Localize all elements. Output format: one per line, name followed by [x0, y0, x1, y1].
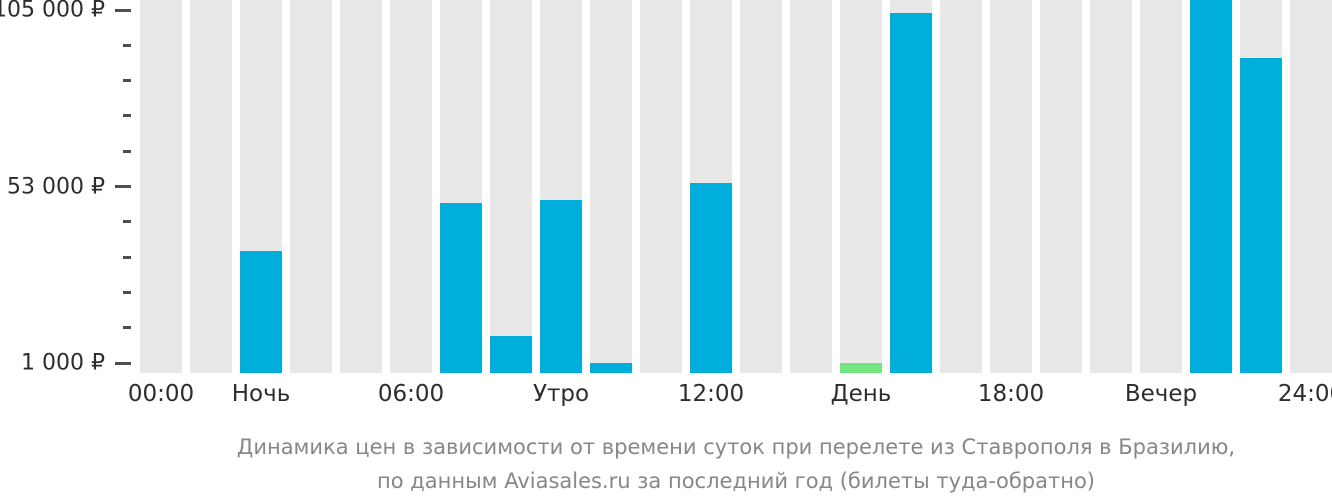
bar-background-0	[140, 0, 182, 373]
y-axis-label: 1 000 ₽	[21, 350, 105, 376]
bar-column-9[interactable]	[590, 0, 632, 373]
bar-value-14	[840, 363, 882, 373]
bar-column-5[interactable]	[390, 0, 432, 373]
bar-background-23	[1290, 0, 1332, 373]
bar-column-14[interactable]	[840, 0, 882, 373]
bar-value-21	[1190, 0, 1232, 373]
bar-background-20	[1140, 0, 1182, 373]
bar-background-14	[840, 0, 882, 373]
bar-background-7	[490, 0, 532, 373]
bar-column-2[interactable]	[240, 0, 282, 373]
x-axis-label-Утро: Утро	[532, 381, 590, 407]
y-minor-tick	[123, 114, 131, 118]
bar-column-13[interactable]	[790, 0, 832, 373]
bar-column-17[interactable]	[990, 0, 1032, 373]
bar-background-3	[290, 0, 332, 373]
bar-column-18[interactable]	[1040, 0, 1082, 373]
bar-value-9	[590, 363, 632, 373]
bar-column-22[interactable]	[1240, 0, 1282, 373]
bar-background-1	[190, 0, 232, 373]
x-axis-label-18-00: 18:00	[977, 381, 1045, 407]
plot-area	[140, 0, 1332, 373]
bar-column-7[interactable]	[490, 0, 532, 373]
bar-column-11[interactable]	[690, 0, 732, 373]
y-minor-tick	[123, 255, 131, 259]
y-minor-tick	[123, 79, 131, 83]
bar-column-12[interactable]	[740, 0, 782, 373]
bar-value-15	[890, 13, 932, 373]
bar-column-8[interactable]	[540, 0, 582, 373]
x-axis-label-Ночь: Ночь	[231, 381, 291, 407]
bar-value-2	[240, 251, 282, 373]
bar-column-10[interactable]	[640, 0, 682, 373]
chart-caption: Динамика цен в зависимости от времени су…	[140, 430, 1332, 498]
bar-value-7	[490, 335, 532, 373]
bar-background-5	[390, 0, 432, 373]
bar-background-16	[940, 0, 982, 373]
bar-background-12	[740, 0, 782, 373]
x-axis-label-День: День	[830, 381, 892, 407]
bar-background-9	[590, 0, 632, 373]
bar-column-23[interactable]	[1290, 0, 1332, 373]
bar-column-21[interactable]	[1190, 0, 1232, 373]
y-minor-tick	[123, 220, 131, 224]
y-axis-label: 105 000 ₽	[0, 0, 105, 23]
x-axis-label-12-00: 12:00	[677, 381, 745, 407]
y-minor-tick	[123, 326, 131, 330]
bar-background-19	[1090, 0, 1132, 373]
bar-background-17	[990, 0, 1032, 373]
bar-background-10	[640, 0, 682, 373]
y-minor-tick	[123, 149, 131, 153]
x-axis-label-06-00: 06:00	[377, 381, 445, 407]
bar-column-0[interactable]	[140, 0, 182, 373]
bar-value-6	[440, 203, 482, 373]
y-major-tick	[115, 361, 131, 365]
caption-line-1: Динамика цен в зависимости от времени су…	[236, 435, 1236, 459]
bar-column-1[interactable]	[190, 0, 232, 373]
caption-line-2: по данным Aviasales.ru за последний год …	[377, 469, 1095, 493]
y-axis-label: 53 000 ₽	[7, 174, 105, 199]
bar-background-4	[340, 0, 382, 373]
x-axis-label-00-00: 00:00	[127, 381, 195, 407]
y-minor-tick	[123, 43, 131, 47]
bar-value-22	[1240, 57, 1282, 373]
x-axis-label-Вечер: Вечер	[1124, 381, 1198, 407]
x-axis-label-24-00: 24:00	[1277, 381, 1332, 407]
bar-column-15[interactable]	[890, 0, 932, 373]
bar-column-16[interactable]	[940, 0, 982, 373]
bar-column-4[interactable]	[340, 0, 382, 373]
bar-value-11	[690, 183, 732, 373]
bar-background-13	[790, 0, 832, 373]
bar-background-18	[1040, 0, 1082, 373]
bar-value-8	[540, 200, 582, 373]
bar-column-20[interactable]	[1140, 0, 1182, 373]
y-major-tick	[115, 185, 131, 188]
bar-column-3[interactable]	[290, 0, 332, 373]
y-major-tick	[115, 8, 131, 12]
y-minor-tick	[123, 290, 131, 294]
bar-column-6[interactable]	[440, 0, 482, 373]
bar-column-19[interactable]	[1090, 0, 1132, 373]
